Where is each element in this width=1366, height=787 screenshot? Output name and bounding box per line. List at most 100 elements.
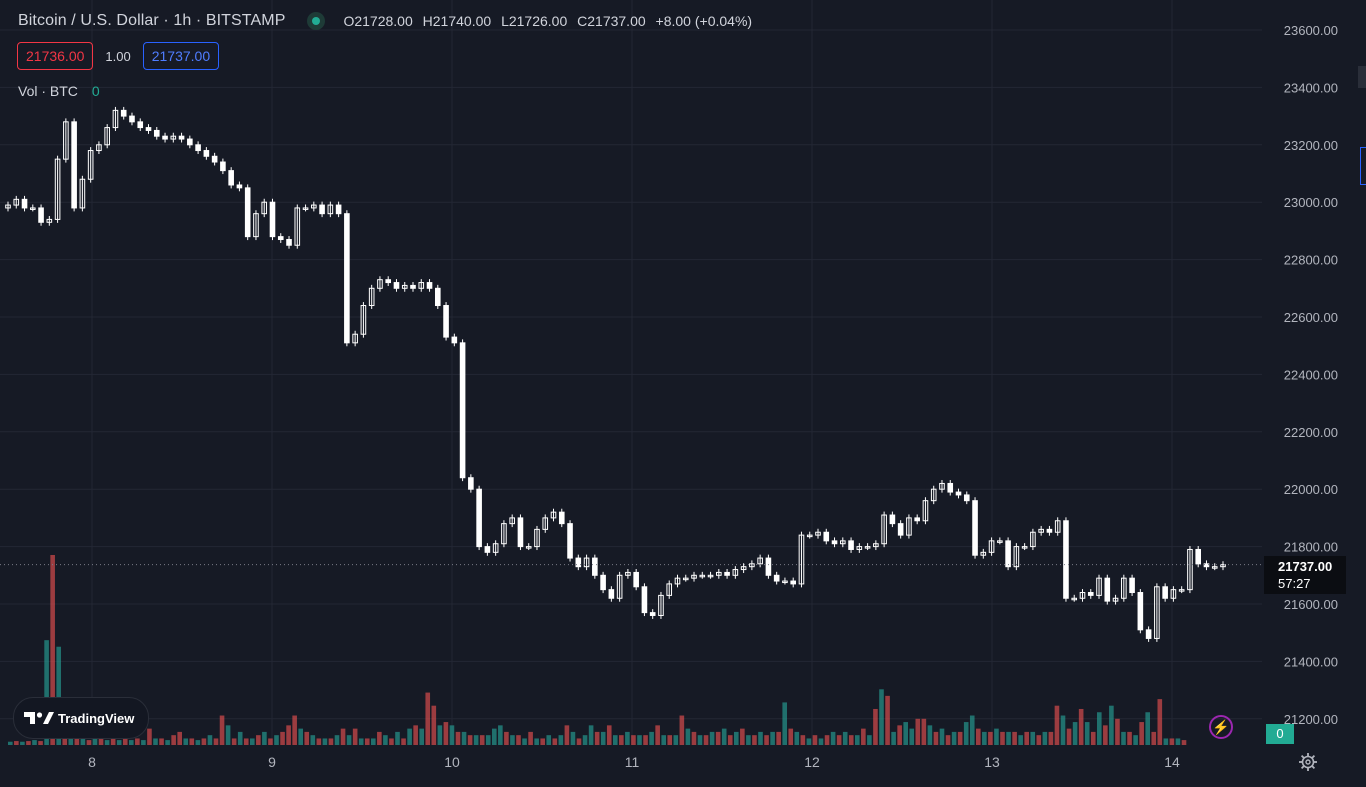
volume-bar [933,731,939,745]
candle-body [922,500,929,522]
volume-bar [135,738,140,745]
volume-bar [516,735,521,745]
candle-body [716,571,722,576]
candle-body [823,531,830,542]
volume-bar [1036,735,1042,745]
volume-bar [994,728,999,745]
y-tick-label: 23400.00 [1284,80,1338,95]
volume-bar [256,735,261,745]
volume-bar [715,731,721,745]
volume-bar [957,731,963,745]
candle-body [1030,531,1036,548]
candle-body [889,514,896,525]
candle-body [302,207,309,210]
candle-body [972,500,978,556]
volume-bar [207,735,213,745]
volume-bar [377,731,382,745]
volume-bar [528,731,533,745]
volume-bar [304,731,310,745]
volume-bar [401,738,406,745]
tradingview-logo[interactable]: TradingView [13,697,149,739]
volume-bar [927,725,933,745]
gear-icon[interactable] [1298,752,1318,772]
lightning-icon[interactable]: ⚡ [1209,715,1233,739]
volume-bar [274,735,279,745]
y-tick-label: 22800.00 [1284,253,1338,268]
candle-body [1005,540,1011,568]
volume-bar [395,731,400,745]
candle-body [393,282,400,289]
volume-bar [431,705,437,745]
volume-bar [836,735,842,745]
candle-body [492,543,499,553]
volume-bar [346,735,352,745]
volume-bar [340,728,346,745]
volume-bar [685,728,691,745]
y-tick-label: 21200.00 [1284,712,1338,727]
candle-body [459,342,466,479]
volume-bar [982,731,987,745]
candle-body [616,574,623,599]
candle-body [261,201,268,215]
volume-bar [794,731,800,745]
volume-bar [564,725,570,745]
volume-label[interactable]: Vol · BTC [18,83,78,99]
candle-body [558,511,565,525]
volume-bar [38,741,43,745]
volume-bar [510,735,515,745]
candle-body [21,198,28,209]
candle-body [1187,548,1193,591]
candle-body [13,198,20,206]
candle-body [96,144,102,152]
candle-body [1121,577,1127,599]
candle-body [87,150,94,180]
bid-ask-row: 21736.00 1.00 21737.00 [17,42,220,70]
volume-bar [316,738,322,745]
volume-bar [764,735,769,745]
volume-bar [159,738,164,745]
candle-body [1038,528,1044,533]
toolbar-edge[interactable] [1358,66,1366,88]
volume-bar [225,725,231,745]
open-value: O21728.00 [343,13,413,29]
price-scale [1262,0,1366,787]
candle-body [1087,592,1094,596]
candle-body [947,482,954,493]
sell-price-button[interactable]: 21736.00 [17,42,94,70]
candle-body [997,540,1003,543]
volume-bar [588,725,594,745]
candle-body [1104,577,1111,602]
volume-axis-label: 0 [1266,724,1294,744]
candle-body [773,574,780,582]
x-tick-label: 12 [804,754,820,770]
candle-body [129,115,135,123]
volume-bar [116,740,122,745]
volume-bar [153,738,158,745]
volume-bar [945,735,951,745]
toolbar-edge-selected[interactable] [1360,147,1366,185]
volume-bar [413,725,418,745]
candle-body [360,305,367,335]
volume-bar [485,735,491,745]
high-value: H21740.00 [422,13,492,29]
change-value: +8.00 (+0.04%) [655,13,753,29]
volume-bar [473,735,479,745]
volume-bar [1169,738,1175,745]
volume-bar [334,735,340,745]
volume-bar [1042,731,1048,745]
volume-bar [600,731,606,745]
candle-body [674,577,681,585]
volume-bar [861,728,866,745]
volume-bar [455,731,461,745]
candle-body [914,517,920,522]
volume-bar [74,738,80,745]
volume-bar [419,728,424,745]
x-tick-label: 8 [88,754,96,770]
volume-bar [86,740,92,745]
candle-body [434,287,441,307]
candle-body [1137,592,1144,631]
buy-price-button[interactable]: 21737.00 [142,42,220,70]
volume-bar [1090,731,1096,745]
symbol-title[interactable]: Bitcoin / U.S. Dollar · 1h · BITSTAMP [18,12,286,29]
